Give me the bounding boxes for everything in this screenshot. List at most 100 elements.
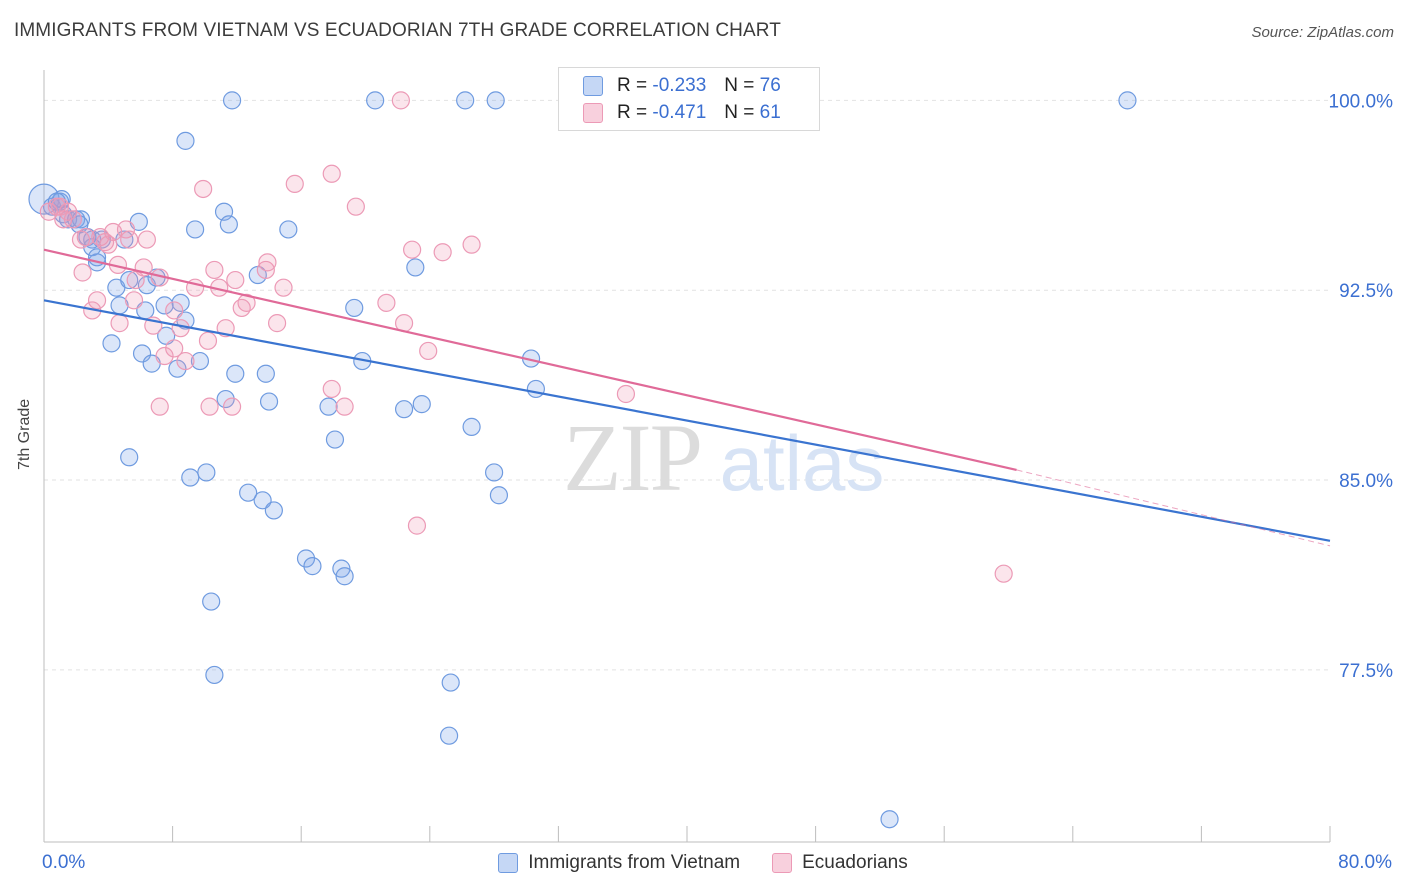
data-point (366, 91, 385, 110)
data-point (205, 260, 224, 280)
data-point (253, 491, 272, 510)
data-point (150, 397, 169, 416)
data-point (346, 197, 365, 216)
stats-row-vietnam: R = -0.233 N = 76 (583, 74, 781, 98)
data-point (71, 230, 91, 249)
data-point (176, 131, 195, 150)
x-tick-label-max: 80.0% (1338, 852, 1392, 873)
data-point (126, 270, 145, 290)
legend-item-ecuadorian[interactable]: Ecuadorians (772, 852, 908, 874)
data-point (486, 91, 505, 110)
data-point (197, 463, 216, 482)
chart-title: IMMIGRANTS FROM VIETNAM VS ECUADORIAN 7T… (14, 20, 781, 41)
y-tick-label: 77.5% (1339, 661, 1393, 682)
data-point (222, 91, 242, 110)
data-point (186, 220, 205, 239)
data-point (526, 379, 545, 399)
data-point (237, 293, 256, 312)
legend-item-vietnam[interactable]: Immigrants from Vietnam (498, 852, 740, 874)
data-point (120, 448, 139, 467)
data-point (239, 483, 258, 502)
data-point (165, 339, 184, 358)
source-credit: Source: ZipAtlas.com (1251, 24, 1394, 41)
swatch-vietnam (583, 76, 603, 96)
data-point (226, 270, 245, 290)
data-point (456, 91, 475, 110)
data-point (485, 463, 504, 482)
n-label: N = (724, 102, 755, 123)
trend-line-ecuadorian-extension (1016, 469, 1331, 547)
data-point (120, 270, 139, 290)
data-point (433, 243, 452, 262)
data-point (87, 291, 107, 310)
data-point (274, 278, 293, 297)
data-point (219, 215, 238, 234)
data-point (222, 397, 242, 416)
data-point (412, 395, 431, 414)
data-point (176, 351, 195, 371)
data-point (377, 293, 396, 312)
data-point (50, 197, 70, 216)
stats-legend: R = -0.233 N = 76 R = -0.471 N = 61 (558, 67, 820, 131)
y-tick-label: 92.5% (1339, 281, 1393, 302)
data-point (325, 430, 345, 449)
n-label: N = (724, 75, 755, 96)
y-tick-label: 100.0% (1329, 91, 1394, 112)
trend-line-ecuadorian (43, 248, 1017, 471)
data-point (73, 263, 92, 282)
data-point (285, 174, 304, 194)
data-point (194, 179, 213, 199)
data-point (335, 397, 354, 416)
data-point (462, 417, 481, 436)
data-point (322, 379, 341, 399)
data-point (994, 564, 1013, 583)
axes (43, 70, 1331, 843)
data-point (155, 346, 174, 366)
data-point (102, 334, 121, 353)
legend-swatch-vietnam (498, 853, 519, 873)
watermark-zip: ZIP (563, 404, 701, 511)
data-point (181, 468, 200, 487)
r-value: -0.233 (652, 75, 707, 96)
r-label: R = (617, 102, 648, 123)
data-point (403, 240, 422, 259)
series-legend: Immigrants from Vietnam Ecuadorians (0, 852, 1406, 874)
data-point (200, 397, 219, 416)
data-point (406, 258, 425, 277)
series-vietnam-points (28, 91, 1137, 829)
data-point (345, 298, 364, 318)
data-point (205, 665, 224, 685)
data-point (439, 726, 459, 745)
n-value: 61 (759, 102, 781, 123)
data-point (267, 314, 287, 333)
grid-lines (44, 99, 1330, 671)
swatch-ecuadorian (583, 103, 603, 123)
data-point (165, 301, 184, 320)
data-point (391, 91, 410, 110)
trend-lines (43, 248, 1331, 547)
data-point (462, 235, 481, 254)
legend-swatch-ecuadorian (772, 853, 793, 873)
data-point (394, 400, 414, 419)
data-point (124, 291, 144, 310)
series-ecuadorian-points (39, 91, 1013, 583)
data-point (232, 298, 251, 318)
data-point (489, 486, 509, 505)
data-point (259, 392, 279, 411)
data-point (116, 220, 136, 239)
stats-row-ecuadorian: R = -0.471 N = 61 (583, 101, 781, 125)
data-point (120, 230, 139, 249)
data-point (279, 220, 298, 239)
data-point (171, 293, 190, 312)
data-point (76, 227, 95, 247)
y-tick-labels: 77.5% 85.0% 92.5% 100.0% (1329, 91, 1394, 682)
data-point (216, 389, 235, 409)
data-point (441, 673, 460, 692)
y-axis-label: 7th Grade (16, 398, 33, 470)
data-point (256, 364, 275, 383)
data-point (419, 341, 438, 361)
data-point (256, 260, 275, 280)
data-point (335, 567, 354, 586)
data-point (296, 549, 316, 568)
